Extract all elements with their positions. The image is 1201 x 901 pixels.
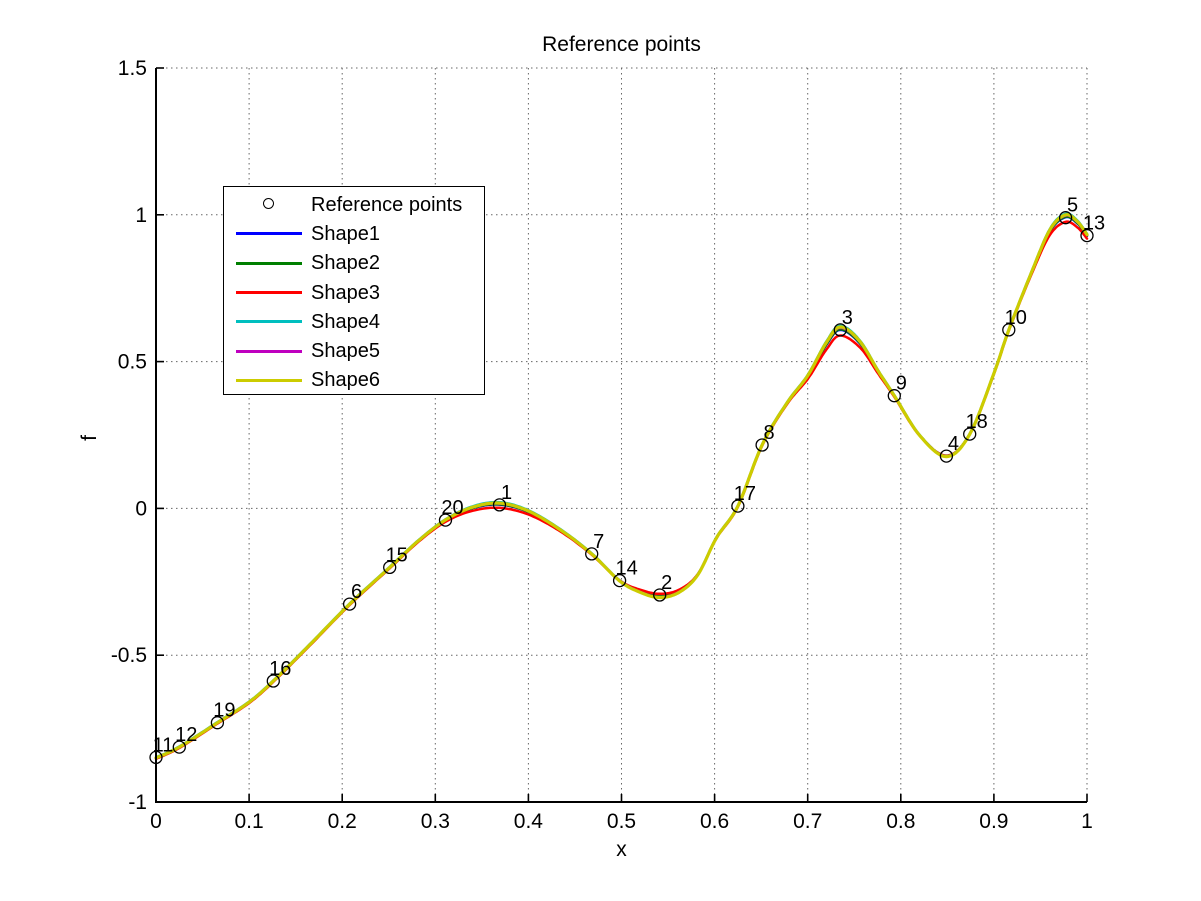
reference-point-marker: [731, 499, 745, 513]
reference-point-marker: [653, 588, 667, 602]
legend-label: Shape1: [311, 222, 380, 245]
legend-line-swatch: [224, 278, 311, 307]
legend-row: Shape5: [224, 336, 484, 365]
reference-point-label: 2: [661, 572, 672, 594]
legend-line-swatch: [224, 249, 311, 278]
reference-point-marker: [149, 750, 163, 765]
x-tick-label: 0.5: [607, 810, 636, 833]
reference-point-marker: [492, 498, 507, 512]
reference-point-marker: [172, 740, 186, 754]
y-tick-label: 1: [135, 204, 147, 227]
line-swatch-icon: [236, 349, 302, 353]
legend-label: Shape2: [311, 252, 380, 275]
reference-point-label: 15: [386, 544, 408, 566]
y-tick-label: 0: [135, 497, 147, 520]
legend-row: Shape2: [224, 249, 484, 278]
legend-label: Reference points: [311, 193, 463, 216]
reference-point-label: 5: [1067, 195, 1078, 217]
reference-point-marker: [266, 674, 280, 688]
legend-circle-marker-icon: [224, 190, 311, 219]
reference-point-marker: [210, 716, 225, 730]
reference-point-marker: [1080, 228, 1094, 243]
legend-label: Shape6: [311, 369, 380, 392]
line-swatch-icon: [236, 232, 302, 236]
line-swatch-icon: [236, 291, 302, 295]
line-swatch-icon: [236, 378, 302, 382]
legend-line-swatch: [224, 336, 311, 365]
legend-line-swatch: [224, 307, 311, 336]
legend-row: Shape1: [224, 219, 484, 248]
reference-point-label: 14: [615, 558, 637, 580]
reference-point-label: 4: [948, 433, 959, 455]
legend-label: Shape3: [311, 281, 380, 304]
x-tick-label: 0.8: [886, 810, 915, 833]
x-tick-label: 0.1: [234, 810, 263, 833]
reference-point-marker: [383, 560, 397, 575]
reference-point-label: 1: [501, 482, 512, 504]
reference-point-label: 12: [175, 724, 197, 746]
y-tick-label: -0.5: [111, 644, 147, 667]
legend-row: Shape4: [224, 307, 484, 336]
x-tick-label: 0.9: [979, 810, 1008, 833]
chart-title: Reference points: [542, 33, 701, 56]
y-tick-label: 0.5: [118, 351, 147, 374]
reference-point-marker: [833, 323, 847, 337]
reference-point-label: 6: [351, 581, 362, 603]
reference-point-marker: [342, 597, 357, 611]
reference-point-label: 13: [1083, 213, 1105, 235]
reference-point-label: 10: [1005, 307, 1027, 329]
x-tick-label: 1: [1081, 810, 1093, 833]
y-tick-label: -1: [128, 791, 147, 814]
reference-point-label: 3: [842, 307, 853, 329]
reference-point-label: 20: [441, 497, 463, 519]
circle-marker-icon: [263, 198, 274, 210]
x-tick-label: 0.4: [514, 810, 544, 833]
reference-point-label: 17: [734, 483, 756, 505]
reference-point-label: 11: [153, 734, 174, 756]
x-axis-label: x: [616, 838, 627, 861]
reference-point-marker: [1002, 323, 1016, 337]
legend: Reference points Shape1 Shape2 Shape3 Shape4…: [223, 186, 485, 395]
reference-point-marker: [438, 513, 453, 527]
x-tick-label: 0.2: [328, 810, 357, 833]
reference-point-marker: [887, 389, 901, 403]
x-tick-label: 0: [150, 810, 162, 833]
legend-line-swatch: [224, 366, 311, 395]
x-tick-label: 0.7: [793, 810, 822, 833]
legend-row: Shape6: [224, 366, 484, 395]
legend-row: Shape3: [224, 278, 484, 307]
x-tick-label: 0.3: [421, 810, 450, 833]
x-tick-label: 0.6: [700, 810, 729, 833]
y-axis-label: f: [78, 435, 101, 441]
legend-label: Shape5: [311, 340, 380, 363]
reference-point-marker: [612, 573, 627, 588]
reference-point-marker: [585, 547, 599, 561]
reference-point-marker: [1058, 211, 1073, 225]
reference-point-label: 16: [269, 658, 291, 680]
reference-point-label: 8: [764, 422, 775, 444]
legend-label: Shape4: [311, 310, 380, 333]
reference-point-marker: [939, 449, 954, 463]
legend-line-swatch: [224, 219, 311, 248]
reference-point-label: 18: [966, 411, 988, 433]
line-swatch-icon: [236, 261, 302, 265]
y-tick-label: 1.5: [118, 57, 147, 80]
reference-point-label: 7: [593, 531, 604, 553]
reference-point-marker: [963, 427, 977, 441]
reference-point-label: 9: [896, 373, 907, 395]
reference-point-marker: [755, 438, 769, 452]
curve-shape6: [154, 213, 1089, 760]
legend-row: Reference points: [224, 190, 484, 219]
line-swatch-icon: [236, 320, 302, 324]
reference-point-label: 19: [213, 700, 235, 722]
